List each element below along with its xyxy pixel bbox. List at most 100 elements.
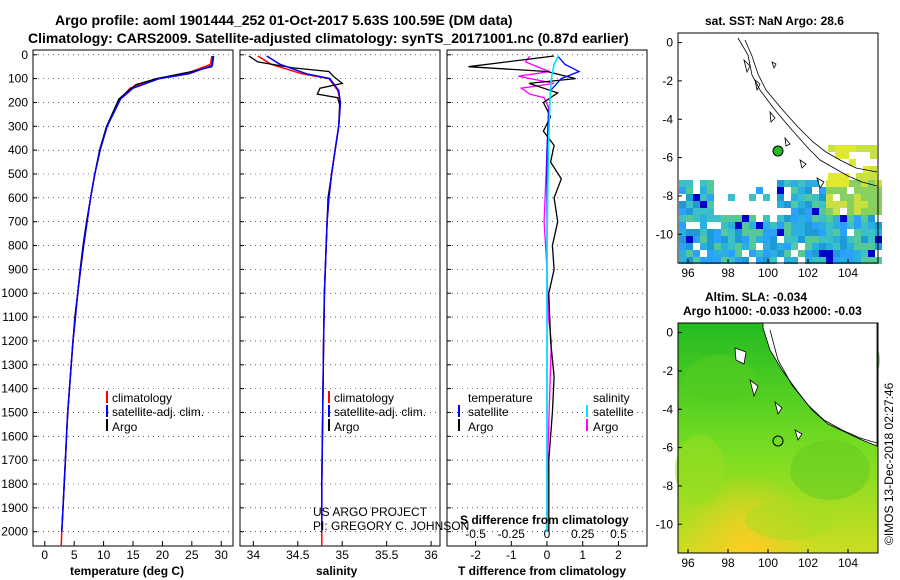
sst-pixel bbox=[856, 145, 863, 152]
sst-pixel bbox=[686, 201, 693, 208]
sst-pixel bbox=[840, 243, 847, 250]
sst-pixel bbox=[791, 201, 798, 208]
longitude-tick-label: 104 bbox=[838, 556, 858, 570]
salinity-tick-label: 34.5 bbox=[286, 548, 310, 562]
legend-swatch-argo bbox=[106, 419, 108, 431]
legend-swatch-argo bbox=[328, 419, 330, 431]
sst-pixel bbox=[861, 229, 868, 236]
sst-pixel bbox=[763, 215, 770, 222]
latitude-tick-label: -2 bbox=[662, 74, 673, 88]
sst-pixel bbox=[847, 180, 854, 187]
series-line-s-satellite bbox=[546, 55, 560, 532]
sst-pixel bbox=[833, 208, 840, 215]
depth-tick-label: 1900 bbox=[1, 501, 28, 515]
latitude-tick-label: -6 bbox=[662, 151, 673, 165]
sst-pixel bbox=[791, 215, 798, 222]
sst-pixel bbox=[819, 187, 826, 194]
sst-pixel bbox=[784, 222, 791, 229]
depth-tick-label: 200 bbox=[8, 95, 28, 109]
sst-pixel bbox=[833, 215, 840, 222]
sst-pixel bbox=[805, 229, 812, 236]
sst-pixel bbox=[812, 243, 819, 250]
salinity-axis-label: salinity bbox=[316, 564, 358, 578]
sst-pixel bbox=[861, 236, 868, 243]
legend-label-argo-s: Argo bbox=[593, 420, 619, 434]
sst-pixel bbox=[798, 236, 805, 243]
sst-pixel bbox=[700, 187, 707, 194]
sst-pixel bbox=[833, 243, 840, 250]
sst-pixel bbox=[735, 229, 742, 236]
sst-pixel bbox=[861, 187, 868, 194]
sst-pixel bbox=[784, 243, 791, 250]
sst-pixel bbox=[812, 250, 819, 257]
sst-pixel bbox=[868, 201, 875, 208]
sst-pixel bbox=[714, 250, 721, 257]
sst-pixel bbox=[784, 257, 791, 264]
salinity-legend: climatology satellite-adj. clim. Argo bbox=[328, 391, 426, 434]
temperature-series bbox=[60, 55, 215, 547]
sst-pixel bbox=[791, 208, 798, 215]
depth-tick-label: 1500 bbox=[1, 405, 28, 419]
sst-pixel bbox=[861, 194, 868, 201]
depth-tick-label: 800 bbox=[8, 239, 28, 253]
depth-tick-label: 100 bbox=[8, 72, 28, 86]
sst-coastline bbox=[737, 37, 878, 189]
argo-float-marker bbox=[772, 435, 784, 447]
series-line-t-satellite bbox=[546, 55, 581, 532]
sst-pixel bbox=[791, 229, 798, 236]
sst-pixel bbox=[679, 243, 686, 250]
sst-pixel bbox=[870, 166, 877, 173]
longitude-tick-label: 102 bbox=[798, 556, 818, 570]
sst-pixel bbox=[735, 222, 742, 229]
latitude-tick-label: -10 bbox=[656, 227, 674, 241]
sst-pixel bbox=[700, 229, 707, 236]
depth-tick-labels: 0 100 200 300 400 500 600 700 800 900 1000 1100 1200… bbox=[1, 48, 28, 539]
t-difference-tick-label: 2 bbox=[615, 548, 622, 562]
longitude-tick-label: 96 bbox=[681, 266, 695, 280]
salinity-axes-frame bbox=[239, 49, 441, 547]
sst-pixel bbox=[805, 236, 812, 243]
longitude-tick-label: 96 bbox=[681, 556, 695, 570]
sst-pixel bbox=[805, 243, 812, 250]
temperature-panel: 0100200300400500600700800900100011001200… bbox=[1, 48, 234, 578]
sst-pixel bbox=[735, 236, 742, 243]
sst-pixel bbox=[847, 222, 854, 229]
sst-pixel bbox=[777, 194, 784, 201]
series-line-argo bbox=[61, 55, 214, 532]
sst-pixel bbox=[686, 208, 693, 215]
sst-pixel bbox=[833, 236, 840, 243]
depth-tick-label: 0 bbox=[21, 48, 28, 62]
depth-tick-label: 1300 bbox=[1, 358, 28, 372]
sst-pixel bbox=[868, 257, 875, 264]
depth-tick-label: 700 bbox=[8, 215, 28, 229]
sst-pixel bbox=[847, 215, 854, 222]
sst-pixel bbox=[842, 173, 849, 180]
sst-pixel bbox=[749, 236, 756, 243]
series-line-t-argo bbox=[468, 55, 576, 532]
sst-pixel bbox=[763, 257, 770, 264]
sst-pixel bbox=[686, 250, 693, 257]
sla-map-title-line1: Altim. SLA: -0.034 bbox=[705, 290, 807, 304]
sla-map: Altim. SLA: -0.034 Argo h1000: -0.033 h2… bbox=[656, 290, 880, 570]
sst-pixel bbox=[826, 194, 833, 201]
sst-pixel bbox=[868, 187, 875, 194]
temperature-axis-label: temperature (deg C) bbox=[70, 564, 184, 578]
sst-pixel bbox=[749, 222, 756, 229]
sst-pixel bbox=[847, 201, 854, 208]
sla-land bbox=[734, 322, 878, 447]
sst-pixel bbox=[749, 215, 756, 222]
legend-swatch-argo-s bbox=[586, 419, 588, 431]
longitude-tick-label: 104 bbox=[838, 266, 858, 280]
sst-pixel bbox=[728, 229, 735, 236]
sst-pixel bbox=[805, 180, 812, 187]
sst-pixel bbox=[861, 250, 868, 257]
salinity-gridlines bbox=[240, 54, 440, 533]
sst-pixel bbox=[791, 194, 798, 201]
t-difference-tick-label: 1 bbox=[579, 548, 586, 562]
sst-pixel bbox=[849, 145, 856, 152]
longitude-tick-label: 98 bbox=[721, 266, 735, 280]
sst-pixel bbox=[777, 201, 784, 208]
sst-pixel bbox=[798, 201, 805, 208]
latitude-tick-label: 0 bbox=[666, 36, 673, 50]
sst-pixel bbox=[742, 243, 749, 250]
